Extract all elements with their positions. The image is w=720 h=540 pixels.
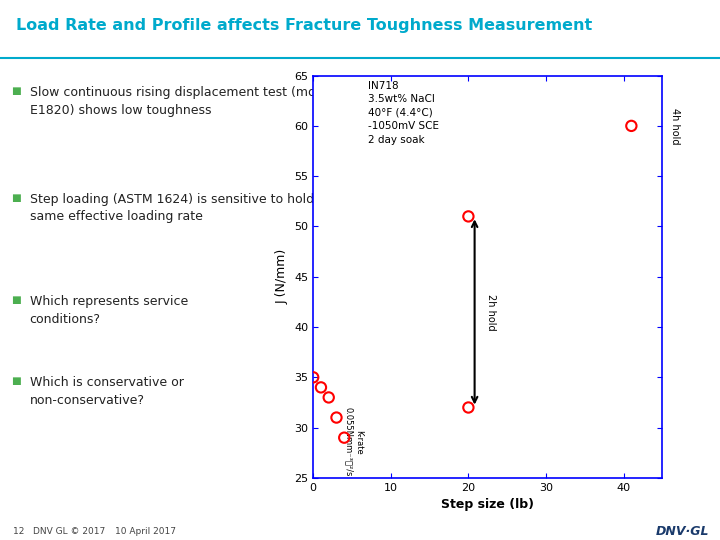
Point bbox=[338, 433, 350, 442]
Point bbox=[330, 413, 342, 422]
Text: ■: ■ bbox=[11, 376, 21, 386]
Text: K-rate
0.055Nmm⁻³˹²/s: K-rate 0.055Nmm⁻³˹²/s bbox=[344, 408, 364, 477]
Text: 12   DNV GL © 2017: 12 DNV GL © 2017 bbox=[13, 528, 105, 536]
Point bbox=[626, 122, 637, 130]
Text: 2h hold: 2h hold bbox=[486, 294, 496, 330]
Text: Load Rate and Profile affects Fracture Toughness Measurement: Load Rate and Profile affects Fracture T… bbox=[16, 18, 592, 33]
Point bbox=[463, 212, 474, 221]
Text: 10 April 2017: 10 April 2017 bbox=[115, 528, 176, 536]
Text: DNV·GL: DNV·GL bbox=[656, 525, 709, 538]
Text: ■: ■ bbox=[11, 86, 21, 96]
Text: ■: ■ bbox=[11, 295, 21, 305]
Text: Slow continuous rising displacement test (modified ASTM
E1820) shows low toughne: Slow continuous rising displacement test… bbox=[30, 86, 390, 117]
Text: Step loading (ASTM 1624) is sensitive to hold time, even at
same effective loadi: Step loading (ASTM 1624) is sensitive to… bbox=[30, 193, 401, 223]
Point bbox=[315, 383, 327, 391]
Text: IN718
3.5wt% NaCl
40°F (4.4°C)
-1050mV SCE
2 day soak: IN718 3.5wt% NaCl 40°F (4.4°C) -1050mV S… bbox=[367, 80, 438, 145]
Text: Which is conservative or
non-conservative?: Which is conservative or non-conservativ… bbox=[30, 376, 184, 407]
Point bbox=[463, 403, 474, 412]
X-axis label: Step size (lb): Step size (lb) bbox=[441, 498, 534, 511]
Text: 4h hold: 4h hold bbox=[670, 107, 680, 144]
Text: Which represents service
conditions?: Which represents service conditions? bbox=[30, 295, 188, 326]
Point bbox=[307, 373, 319, 382]
Point bbox=[323, 393, 335, 402]
Text: ■: ■ bbox=[11, 193, 21, 203]
Y-axis label: J (N/mm): J (N/mm) bbox=[276, 249, 289, 305]
